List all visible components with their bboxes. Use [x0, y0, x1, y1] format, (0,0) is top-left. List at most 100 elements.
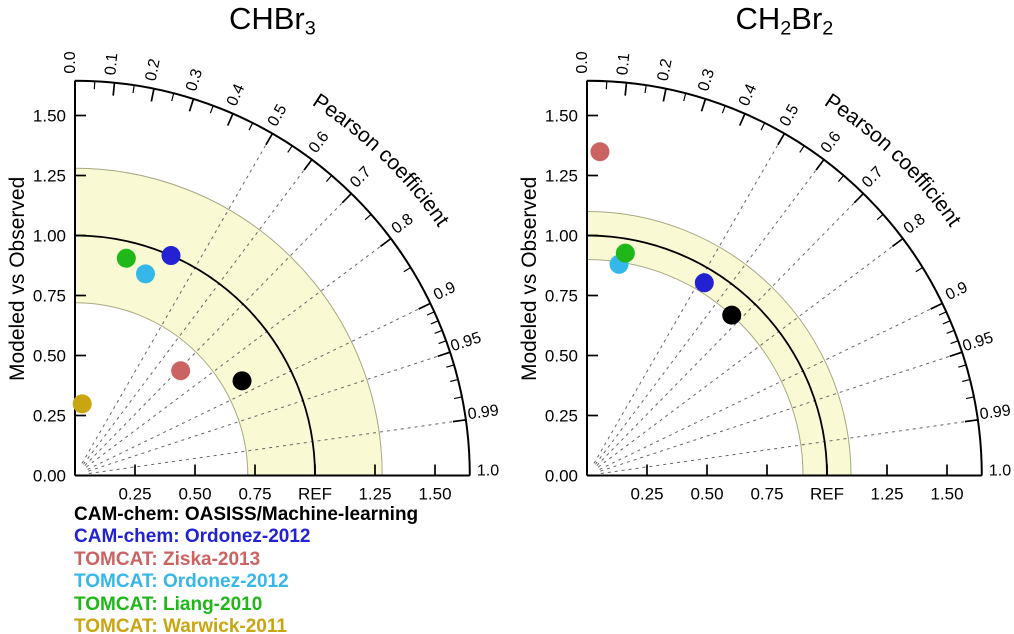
corr-minor-tick — [938, 311, 947, 316]
y-tick-label: 1.25 — [545, 167, 578, 186]
ref-std-arc — [74, 234, 316, 476]
corr-tick-label: 0.5 — [265, 102, 291, 130]
corr-tick-label: 0.7 — [859, 163, 887, 191]
corr-minor-tick — [364, 213, 372, 221]
corr-major-tick — [662, 88, 667, 102]
corr-tick-label: 0.6 — [306, 128, 333, 156]
x-tick-label: 1.25 — [870, 485, 903, 504]
band-edge-arc — [74, 302, 249, 476]
x-tick-label: 0.50 — [690, 485, 723, 504]
corr-dashed-line-0.95 — [88, 351, 451, 472]
data-point-tomcat-warwick-2011 — [72, 394, 92, 414]
corr-dashed-line-0.9 — [599, 302, 943, 470]
corr-minor-tick — [946, 329, 955, 334]
corr-major-tick — [624, 82, 628, 96]
corr-tick-label: 0.0 — [574, 51, 591, 73]
x-tick-label: 1.50 — [930, 485, 963, 504]
corr-minor-tick — [426, 311, 435, 316]
corr-minor-tick — [760, 122, 766, 131]
y-axis-label-left: Modeled vs Observed — [6, 176, 29, 381]
corr-tick-label: 0.9 — [943, 279, 971, 304]
corr-tick-label: 0.99 — [979, 402, 1012, 423]
corr-minor-tick — [965, 396, 975, 400]
corr-tick-label: 0.2 — [143, 57, 164, 82]
x-tick-label: 1.25 — [358, 485, 391, 504]
pearson-coefficient-label: Pearson coefficient — [309, 89, 454, 230]
corr-major-tick — [150, 88, 155, 102]
corr-tick-label: 0.95 — [960, 329, 995, 355]
corr-dashed-line-0.8 — [597, 238, 904, 468]
corr-minor-tick — [915, 267, 923, 273]
corr-minor-tick — [446, 364, 455, 368]
corr-major-tick — [853, 192, 864, 204]
corr-minor-tick — [450, 378, 459, 383]
corr-minor-tick — [721, 105, 726, 114]
corr-minor-tick — [942, 320, 951, 325]
legend-entry-tomcat-ziska-2013: TOMCAT: Ziska-2013 — [74, 548, 261, 570]
corr-major-tick — [452, 418, 466, 423]
corr-tick-label: 0.1 — [614, 52, 633, 76]
corr-major-tick — [112, 82, 116, 96]
y-tick-label: 0.00 — [33, 467, 66, 486]
corr-dashed-line-0.7 — [84, 193, 352, 466]
y-tick-label: 0.50 — [33, 347, 66, 366]
corr-minor-tick — [171, 93, 175, 102]
corr-minor-tick — [644, 85, 647, 94]
data-point-tomcat-ziska-2013 — [590, 142, 610, 162]
x-tick-label: 0.75 — [238, 485, 271, 504]
corr-minor-tick — [799, 145, 805, 153]
corr-minor-tick — [209, 105, 214, 114]
corr-major-tick — [188, 98, 195, 112]
corr-dashed-line-0.99 — [88, 419, 466, 475]
legend-entry-tomcat-liang-2010: TOMCAT: Liang-2010 — [74, 593, 263, 615]
corr-dashed-line-0.5 — [81, 133, 273, 464]
y-tick-label: 0.25 — [33, 407, 66, 426]
title-text: CH — [735, 1, 781, 36]
corr-minor-tick — [132, 85, 135, 94]
title-subscript: 2 — [822, 17, 834, 40]
x-tick-label: REF — [810, 485, 844, 504]
corr-minor-tick — [962, 378, 971, 383]
x-tick-label: 0.25 — [630, 485, 663, 504]
legend-entry-tomcat-warwick-2011: TOMCAT: Warwick-2011 — [74, 616, 287, 634]
y-tick-label: 0.75 — [545, 287, 578, 306]
corr-tick-label: 0.8 — [901, 211, 929, 238]
corr-dashed-line-0.6 — [83, 159, 313, 465]
data-point-tomcat-ordonez-2012 — [135, 264, 155, 284]
ref-std-arc — [586, 234, 828, 476]
corr-major-tick — [949, 351, 963, 358]
corr-minor-tick — [434, 329, 443, 334]
corr-dashed-line-0.6 — [595, 159, 825, 465]
corr-tick-label: 0.99 — [467, 402, 500, 423]
corr-major-tick — [930, 302, 943, 310]
x-tick-label: 0.50 — [178, 485, 211, 504]
data-point-cam-chem-ordonez-2012 — [161, 246, 181, 266]
corr-minor-tick — [403, 267, 411, 273]
corr-tick-label: 1.0 — [989, 463, 1011, 480]
corr-minor-tick — [438, 340, 447, 345]
corr-tick-label: 0.7 — [347, 163, 375, 191]
data-point-tomcat-liang-2010 — [615, 243, 635, 263]
corr-minor-tick — [876, 213, 884, 221]
corr-minor-tick — [430, 320, 439, 325]
corr-minor-tick — [248, 122, 254, 131]
observation-uncertainty-band — [75, 168, 383, 476]
observation-uncertainty-band — [587, 211, 852, 476]
corr-major-tick — [265, 133, 274, 146]
corr-tick-label: 0.2 — [655, 57, 676, 82]
corr-major-tick — [815, 159, 825, 171]
corr-tick-label: 0.8 — [389, 211, 417, 238]
corr-major-tick — [341, 192, 352, 204]
corr-dashed-line-0.9 — [87, 302, 431, 470]
corr-tick-label: 0.6 — [818, 128, 845, 156]
corr-dashed-line-0.5 — [593, 133, 785, 464]
data-point-tomcat-liang-2010 — [116, 248, 136, 268]
x-tick-label: 0.25 — [118, 485, 151, 504]
y-tick-label: 0.25 — [545, 407, 578, 426]
corr-minor-tick — [683, 93, 687, 102]
y-tick-label: 1.50 — [33, 107, 66, 126]
corr-tick-label: 0.3 — [695, 67, 718, 93]
y-tick-label: 1.00 — [33, 227, 66, 246]
corr-tick-label: 0.0 — [62, 51, 79, 73]
